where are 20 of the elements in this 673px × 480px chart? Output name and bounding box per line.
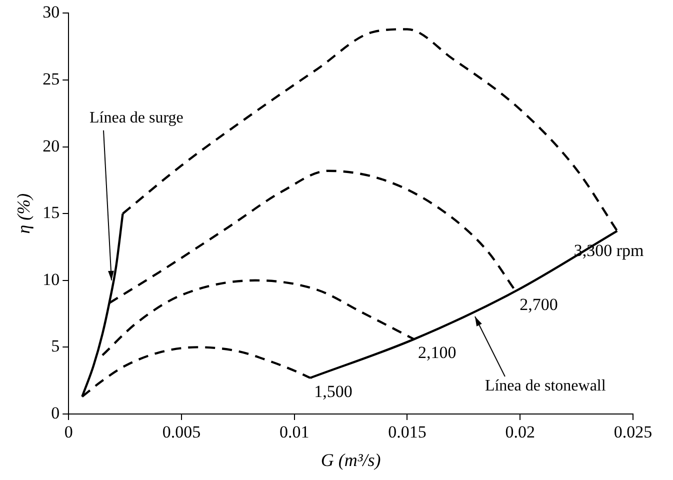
x-tick-label: 0.005 [162,422,201,442]
y-tick-label: 30 [42,2,60,22]
x-tick-label: 0 [64,422,73,442]
x-tick-label: 0.01 [279,422,310,442]
y-axis-title: η (%) [14,193,34,234]
y-tick-label: 10 [42,270,60,289]
x-tick-label: 0.02 [505,422,535,442]
y-tick-label: 15 [42,203,60,222]
annotation: Línea de stonewall [484,378,606,395]
annotation: Línea de surge [89,110,184,127]
series-label: 2,100 [418,343,456,362]
y-tick-label: 20 [42,136,60,156]
series-label: 2,700 [520,295,558,314]
y-tick-label: 25 [42,69,60,88]
x-axis-title: G (m³/s) [320,450,381,470]
series-label: 1,500 [314,382,352,401]
y-tick-label: 0 [51,403,60,422]
y-tick-label: 5 [51,336,60,356]
x-tick-label: 0.025 [614,422,652,442]
x-tick-label: 0.015 [388,422,426,442]
